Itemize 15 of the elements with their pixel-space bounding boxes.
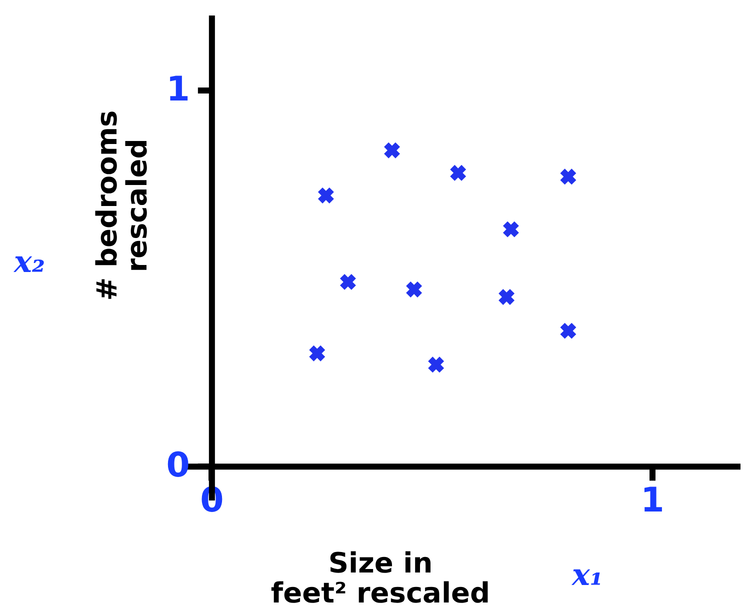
point — [318, 187, 334, 204]
point — [498, 288, 515, 305]
point — [560, 322, 576, 339]
x-axis-title: Size in feet² rescaled — [270, 546, 490, 610]
point — [560, 168, 576, 185]
point — [406, 281, 422, 298]
point — [340, 274, 356, 290]
text: x₁ — [572, 558, 604, 593]
point — [428, 356, 444, 373]
point — [450, 164, 466, 181]
point — [502, 221, 519, 238]
y-axis-title: # bedrooms rescaled — [90, 110, 154, 301]
text: x₂ — [14, 245, 46, 280]
point — [384, 142, 400, 158]
point — [309, 345, 326, 362]
